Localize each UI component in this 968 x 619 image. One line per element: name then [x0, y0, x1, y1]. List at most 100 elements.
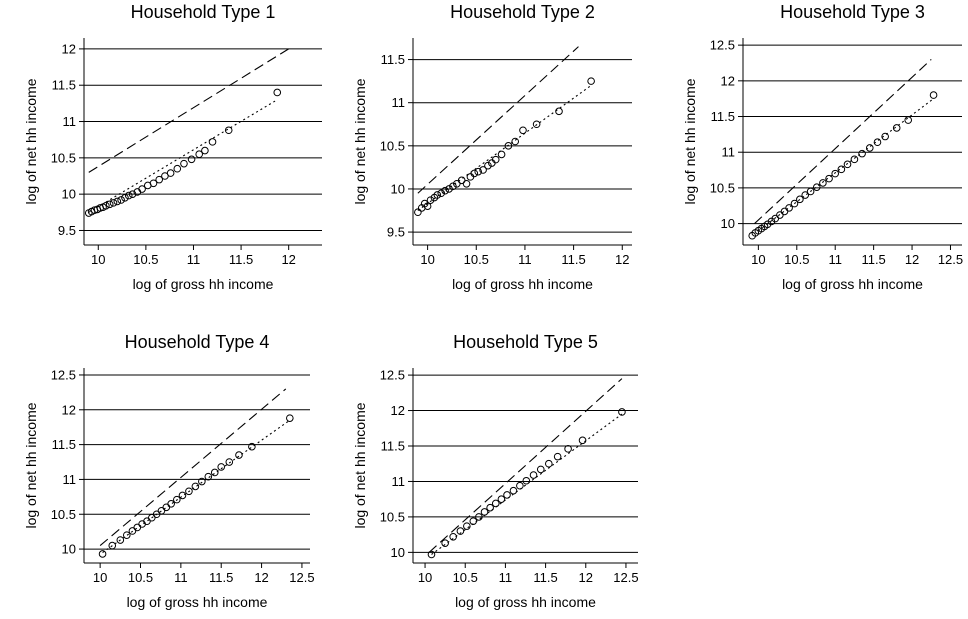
- data-point: [148, 513, 156, 522]
- x-axis-label: log of gross hh income: [782, 276, 923, 292]
- x-tick-label: 12.5: [289, 570, 314, 585]
- data-point: [155, 175, 164, 184]
- y-tick-label: 9.5: [387, 225, 405, 240]
- data-point: [790, 199, 799, 208]
- data-point: [480, 508, 489, 516]
- data-point: [511, 137, 520, 146]
- data-point: [133, 523, 142, 532]
- reference-line: [88, 48, 289, 173]
- data-point: [248, 442, 256, 451]
- data-point: [780, 207, 789, 216]
- data-point: [812, 183, 821, 191]
- data-point: [564, 445, 572, 453]
- data-point: [904, 116, 913, 124]
- x-tick-label: 10: [93, 570, 107, 585]
- data-point: [167, 500, 175, 508]
- x-tick-label: 12: [615, 252, 629, 267]
- y-tick-label: 10.5: [710, 180, 735, 195]
- data-point: [491, 155, 500, 164]
- data-point: [618, 408, 626, 416]
- data-point: [491, 499, 500, 508]
- reference-line: [99, 388, 287, 547]
- data-point: [117, 196, 125, 204]
- data-point: [445, 185, 453, 193]
- x-tick-label: 11.5: [533, 570, 557, 585]
- data-point: [449, 182, 457, 191]
- y-tick-label: 10: [62, 187, 76, 202]
- y-tick-label: 11: [392, 474, 406, 489]
- data-point: [463, 522, 471, 530]
- data-point: [173, 495, 181, 504]
- panel-title: Household Type 5: [453, 332, 598, 352]
- data-point: [173, 164, 182, 173]
- data-point: [771, 214, 780, 223]
- reference-line: [417, 84, 592, 211]
- x-tick-label: 12: [254, 570, 268, 585]
- data-point: [217, 463, 226, 471]
- reference-line: [758, 98, 934, 232]
- data-point: [441, 539, 449, 547]
- data-point: [225, 458, 234, 466]
- y-tick-label: 10.5: [51, 507, 76, 522]
- data-point: [555, 107, 563, 116]
- data-point: [166, 169, 175, 177]
- data-point: [433, 191, 442, 199]
- y-tick-label: 11.5: [52, 437, 76, 452]
- data-point: [204, 472, 213, 481]
- reference-line: [417, 46, 579, 194]
- x-tick-label: 11: [828, 252, 842, 267]
- data-point: [470, 169, 479, 178]
- data-point: [449, 532, 457, 541]
- data-point: [892, 124, 901, 132]
- data-point: [195, 150, 203, 159]
- data-point: [865, 144, 874, 152]
- data-point: [441, 186, 449, 195]
- reference-line: [102, 419, 291, 554]
- panel: Household Type 1 log of gross hh income lo…: [23, 2, 322, 292]
- data-point: [191, 482, 200, 491]
- y-tick-label: 10: [721, 216, 735, 231]
- x-tick-label: 11.5: [209, 570, 233, 585]
- data-point: [178, 491, 187, 500]
- panel: Household Type 3 log of gross hh income lo…: [682, 2, 963, 292]
- data-point: [113, 197, 122, 206]
- x-tick-label: 12: [905, 252, 919, 267]
- y-tick-label: 11.5: [52, 78, 76, 93]
- data-point: [105, 200, 114, 209]
- data-point: [423, 202, 432, 210]
- reference-line: [428, 378, 623, 553]
- data-point: [426, 196, 435, 204]
- data-point: [116, 536, 125, 544]
- panel-title: Household Type 1: [131, 2, 276, 22]
- data-point: [235, 451, 243, 459]
- data-point: [198, 477, 206, 486]
- y-tick-label: 11: [392, 95, 406, 110]
- x-tick-label: 10: [751, 252, 765, 267]
- x-tick-label: 10.5: [464, 252, 489, 267]
- y-tick-label: 9.5: [58, 223, 76, 238]
- x-tick-label: 11: [499, 570, 513, 585]
- data-point: [138, 185, 146, 193]
- data-point: [475, 513, 483, 521]
- data-point: [785, 204, 793, 212]
- y-axis-label: log of net hh income: [23, 402, 39, 528]
- data-point: [128, 190, 137, 198]
- data-point: [850, 155, 859, 164]
- data-point: [109, 199, 118, 207]
- data-point: [529, 471, 538, 479]
- y-tick-label: 10.5: [380, 138, 405, 153]
- x-tick-label: 12.5: [938, 252, 963, 267]
- data-point: [843, 160, 852, 169]
- y-axis-label: log of net hh income: [352, 78, 368, 204]
- data-point: [819, 179, 827, 187]
- y-axis-label: log of net hh income: [23, 78, 39, 204]
- data-point: [210, 468, 219, 477]
- data-point: [462, 179, 471, 188]
- y-tick-label: 11: [722, 145, 736, 160]
- data-point: [180, 159, 188, 168]
- y-tick-label: 11: [63, 114, 77, 129]
- x-axis-label: log of gross hh income: [455, 594, 596, 610]
- data-point: [479, 166, 487, 174]
- data-point: [516, 481, 524, 490]
